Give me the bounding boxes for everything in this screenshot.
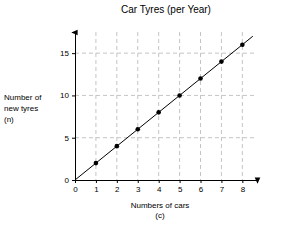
line [75,36,253,180]
tick: 6 [199,180,204,194]
tick-label: 5 [178,185,183,194]
tick-mark [72,180,75,181]
tick-mark [72,95,75,96]
tick-label: 1 [94,185,99,194]
plot: 0 1 2 3 4 5 6 7 8 0 5 10 15 [60,32,257,194]
grid-line [137,32,138,180]
tick: 2 [115,180,120,194]
grid-line [75,53,257,54]
marks [75,36,253,180]
x-label: Numbers of cars [131,201,190,210]
x-axis: 0 1 2 3 4 5 6 7 8 [73,180,257,194]
x-label: (c) [155,211,165,220]
tick-label: 4 [157,185,162,194]
grid-line [179,32,180,180]
tick: 8 [241,180,246,194]
tick: 7 [220,180,225,194]
tick: 1 [94,180,99,194]
tick-mark [72,138,75,139]
point [219,59,224,64]
point [135,127,140,132]
point [115,144,120,149]
grid-line [95,32,96,180]
tick: 5 [65,134,75,143]
point [156,110,161,115]
tick-label: 10 [60,91,69,100]
grid-line [221,32,222,180]
grid-line [158,32,159,180]
tick-mark [159,180,160,183]
tick-mark [138,180,139,183]
title: Car Tyres (per Year) [121,4,211,15]
tick: 0 [73,180,78,194]
tick-mark [221,180,222,183]
tick-mark [96,180,97,183]
tick: 10 [60,91,75,100]
axis-line [76,181,258,184]
grid-line [242,32,243,180]
tick-label: 0 [73,185,78,194]
point [177,93,182,98]
tick-label: 8 [241,185,246,194]
tick: 5 [178,180,183,194]
tick-label: 6 [199,185,204,194]
y-label: new tyres [4,104,38,113]
grid [75,32,257,180]
y-label: (n) [4,115,14,124]
grid-line [75,137,257,138]
tick-label: 5 [65,134,70,143]
tick-mark [201,180,202,183]
grid-line [75,95,257,96]
tick-mark [242,180,243,183]
tick-label: 7 [220,185,225,194]
grid-line [116,32,117,180]
tick-mark [117,180,118,183]
tick-label: 3 [136,185,141,194]
tick-label: 15 [60,49,69,58]
tick: 4 [157,180,162,194]
tick-label: 2 [115,185,120,194]
y-label: Number of [4,93,42,102]
axis-line [72,33,76,181]
tick-mark [180,180,181,183]
tick: 0 [65,176,75,185]
y-axis: 0 5 10 15 [60,33,75,186]
tick-label: 0 [65,176,70,185]
tick-mark [72,53,75,54]
point [94,161,99,166]
point [198,76,203,81]
tick: 3 [136,180,141,194]
point [240,42,245,47]
chart: 0 1 2 3 4 5 6 7 8 0 5 10 15 Car Tyres (per Year) Numbe… [0,0,283,225]
grid-line [200,32,201,180]
tick: 15 [60,49,75,58]
